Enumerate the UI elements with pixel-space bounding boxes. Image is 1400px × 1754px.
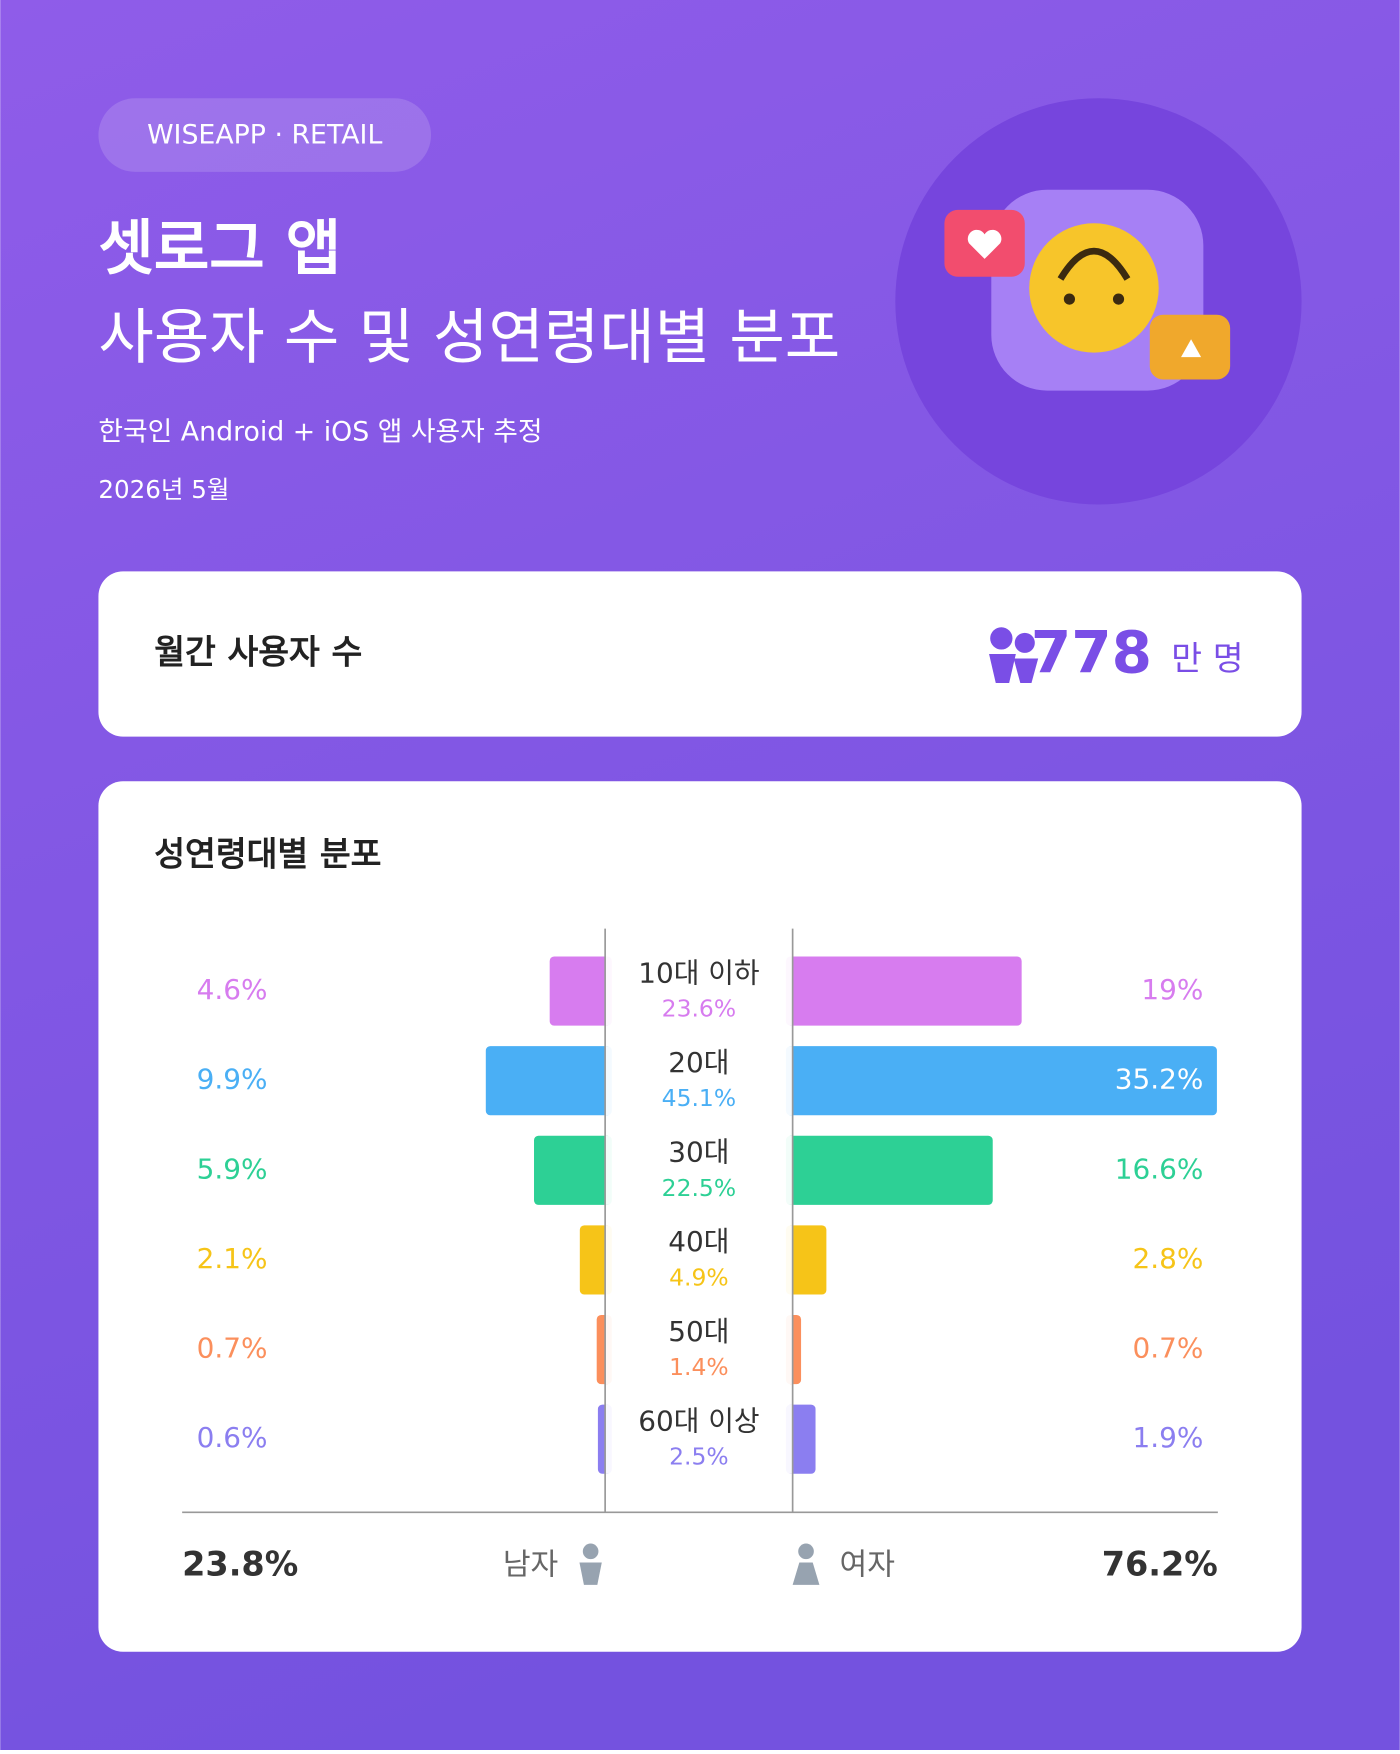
title: 셋로그 앱	[98, 214, 341, 284]
male-total: 23.8%	[182, 1544, 298, 1583]
chart: 10대 이하 23.6% 4.6% 19% 20대 45.1% 9.9% 35.2% 30대 22…	[182, 928, 1218, 1585]
date: 2026년 5월	[98, 475, 229, 504]
center-cell	[605, 1225, 793, 1295]
female-icon	[792, 1562, 820, 1585]
bar	[579, 1225, 612, 1295]
female-total: 76.2%	[1102, 1544, 1218, 1583]
female-icon	[798, 1543, 814, 1560]
chart-card	[98, 781, 1302, 1652]
male-icon	[582, 1543, 599, 1560]
bar	[785, 1046, 1217, 1116]
chart-title: 성연령대별 분포	[154, 835, 381, 874]
age-label: 50대	[668, 1315, 729, 1348]
male-value: 5.9%	[197, 1152, 268, 1185]
age-label: 10대 이하	[638, 956, 759, 989]
mau-value: 778	[1031, 618, 1152, 686]
female-value: 2.8%	[1132, 1242, 1203, 1275]
center-cell	[605, 1314, 793, 1385]
female-value: 19%	[1141, 973, 1203, 1006]
male-value: 4.6%	[197, 973, 268, 1006]
male-value: 0.6%	[197, 1421, 268, 1454]
center-cell	[605, 1135, 793, 1205]
age-total: 4.9%	[669, 1263, 729, 1291]
subtitle: 한국인 Android + iOS 앱 사용자 추정	[98, 417, 542, 448]
female-value: 1.9%	[1132, 1421, 1203, 1454]
male-legend: 남자	[503, 1547, 558, 1582]
bar	[549, 956, 612, 1026]
illustration	[895, 98, 1302, 505]
age-label: 30대	[668, 1136, 729, 1169]
age-total: 22.5%	[662, 1174, 736, 1202]
badge: WISEAPP · RETAIL	[147, 120, 382, 151]
mau-card	[98, 571, 1302, 737]
center-cell	[605, 1404, 793, 1474]
female-value: 0.7%	[1132, 1332, 1203, 1365]
age-total: 23.6%	[662, 995, 736, 1023]
mau-unit: 만 명	[1171, 639, 1243, 678]
bar	[534, 1135, 612, 1205]
male-value: 0.7%	[197, 1332, 268, 1365]
mau-label: 월간 사용자 수	[154, 633, 362, 672]
male-value: 9.9%	[197, 1063, 268, 1096]
female-value: 16.6%	[1115, 1152, 1204, 1185]
users-icon	[989, 627, 1039, 684]
age-total: 45.1%	[662, 1084, 736, 1112]
age-total: 2.5%	[669, 1443, 729, 1471]
male-value: 2.1%	[197, 1242, 268, 1275]
age-total: 1.4%	[669, 1353, 729, 1381]
female-legend: 여자	[840, 1547, 895, 1582]
bar	[485, 1046, 612, 1116]
title: 사용자 수 및 성연령대별 분포	[98, 303, 840, 373]
bar	[785, 956, 1022, 1026]
bar	[785, 1225, 827, 1295]
bar	[785, 1135, 993, 1205]
center-cell	[605, 956, 793, 1026]
age-label: 20대	[668, 1046, 729, 1079]
center-cell	[605, 1046, 793, 1116]
badge-bg	[98, 98, 432, 172]
age-label: 60대 이상	[638, 1404, 759, 1437]
male-icon	[579, 1562, 602, 1585]
age-label: 40대	[668, 1225, 729, 1258]
female-value: 35.2%	[1115, 1063, 1204, 1096]
